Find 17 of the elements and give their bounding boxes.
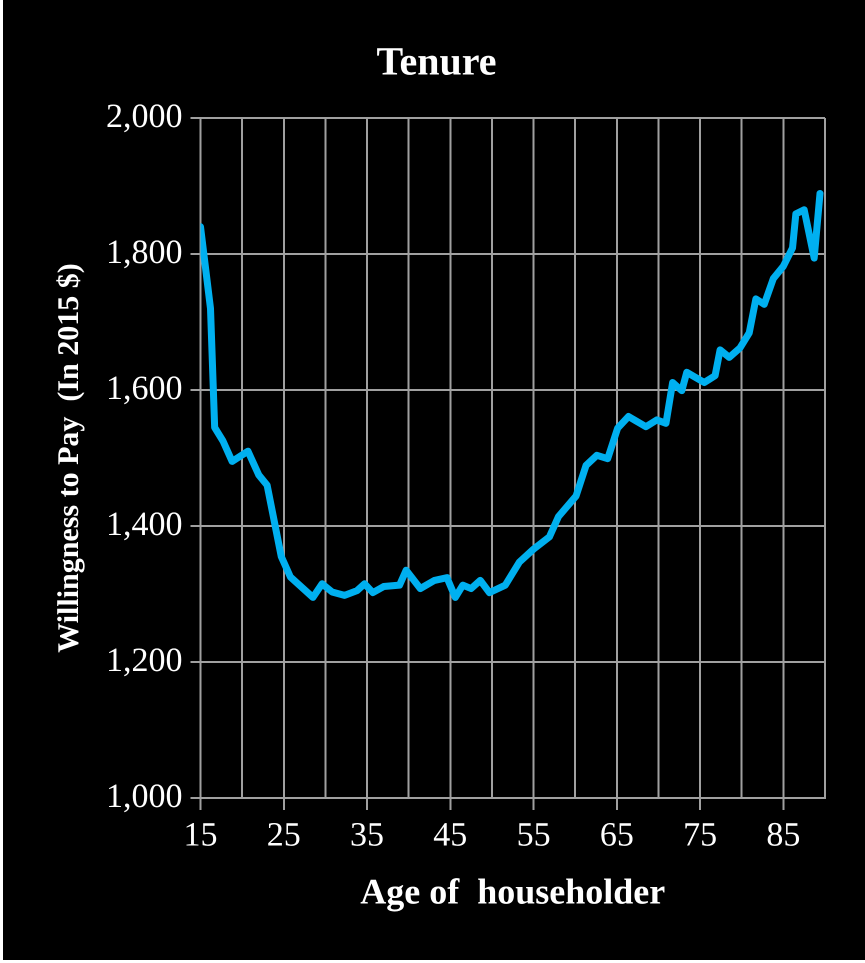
y-axis-title: Willingness to Pay (In 2015 $) (52, 263, 85, 653)
x-tick-label: 15 (184, 816, 218, 854)
x-tick-label: 65 (600, 816, 634, 854)
x-tick-label: 45 (433, 816, 468, 854)
y-tick-label: 1,400 (106, 506, 182, 543)
x-tick-label: 75 (683, 816, 718, 854)
y-tick-label: 1,200 (106, 642, 182, 679)
x-tick-label: 55 (516, 816, 551, 854)
x-tick-label: 35 (350, 816, 384, 854)
x-tick-label: 25 (266, 816, 301, 854)
y-tick-label: 1,000 (106, 778, 182, 815)
y-tick-label: 1,800 (106, 234, 182, 271)
x-tick-label: 85 (766, 816, 800, 854)
y-tick-label: 1,600 (106, 370, 182, 407)
y-tick-label: 2,000 (106, 98, 182, 135)
chart-title: Tenure (376, 38, 497, 84)
x-axis-title: Age of householder (360, 872, 666, 912)
